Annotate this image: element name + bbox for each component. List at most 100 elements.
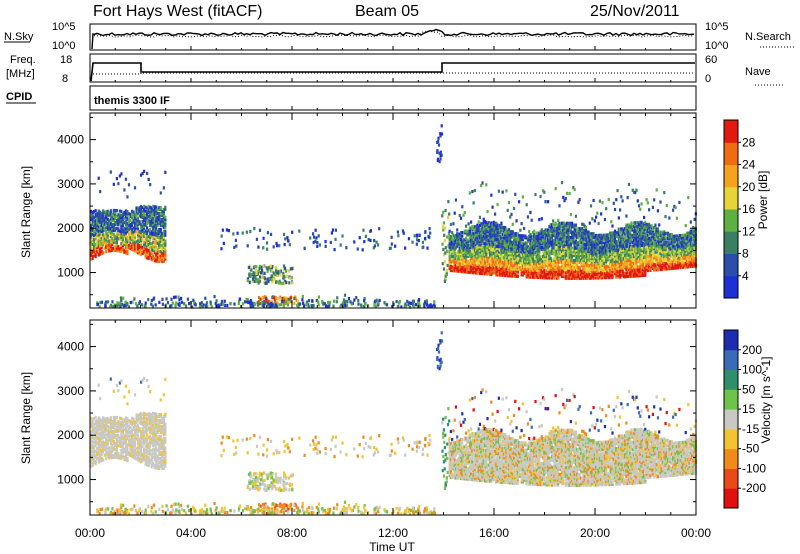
power-cell — [600, 251, 603, 255]
power-cell — [648, 242, 651, 246]
power-cell — [558, 260, 561, 264]
power-cell — [564, 227, 567, 231]
power-cell — [589, 276, 593, 280]
power-cell — [108, 231, 111, 235]
power-cell — [637, 224, 641, 228]
power-cell — [126, 195, 129, 199]
power-cell — [449, 247, 453, 251]
power-cell — [108, 213, 111, 217]
power-cell — [91, 242, 94, 246]
power-cell — [90, 253, 93, 257]
power-cell — [260, 301, 263, 305]
power-cell — [617, 238, 620, 242]
power-cell — [521, 237, 524, 242]
power-cell — [153, 241, 156, 245]
power-cell — [100, 251, 103, 256]
power-cell — [571, 235, 574, 240]
power-cell — [582, 234, 585, 238]
power-cell — [627, 248, 631, 252]
power-cell — [505, 265, 508, 269]
power-cell — [610, 243, 613, 248]
power-cell — [317, 303, 320, 307]
power-cell — [499, 236, 502, 240]
power-cell — [616, 259, 619, 263]
power-cell — [499, 255, 502, 259]
power-cell — [149, 221, 152, 225]
power-cell — [622, 241, 625, 245]
power-cell — [608, 274, 612, 278]
power-cell — [545, 228, 548, 232]
power-cell — [534, 275, 537, 280]
power-cell — [126, 218, 129, 222]
nsky-tick-bottom: 10^0 — [52, 40, 76, 52]
power-cell — [562, 225, 565, 229]
power-cell — [539, 194, 542, 199]
power-cell — [563, 199, 566, 203]
power-cell — [589, 246, 593, 250]
power-cell — [442, 221, 445, 225]
power-cell — [545, 256, 548, 260]
power-cell — [426, 304, 430, 308]
power-cell — [463, 238, 466, 242]
power-cell — [587, 265, 590, 270]
power-cell — [90, 249, 93, 253]
power-cell — [605, 249, 608, 253]
power-cell — [487, 229, 490, 234]
power-cell — [467, 261, 470, 265]
power-cell — [658, 243, 661, 247]
power-cell — [586, 242, 589, 247]
power-cell — [488, 231, 492, 236]
power-cell — [476, 246, 479, 250]
power-cell — [452, 249, 455, 253]
power-cell — [588, 242, 591, 247]
power-cell — [462, 257, 465, 261]
power-cell — [471, 239, 474, 243]
power-cell — [466, 238, 469, 242]
power-cell — [255, 279, 259, 283]
power-cell — [209, 300, 212, 304]
power-cell — [486, 238, 489, 242]
power-cell — [494, 212, 497, 216]
power-cell — [124, 219, 128, 223]
power-cell — [533, 247, 536, 251]
power-cell — [569, 260, 572, 264]
power-cell — [115, 246, 118, 251]
power-cell — [105, 236, 108, 240]
power-cell — [591, 272, 594, 277]
power-cell — [631, 249, 634, 253]
power-cell — [548, 276, 551, 280]
power-cell — [545, 253, 548, 257]
power-cell — [471, 224, 474, 229]
power-cell — [625, 225, 628, 229]
power-cell — [453, 244, 456, 248]
power-cell — [159, 191, 162, 195]
power-cell — [547, 247, 550, 252]
power-cell — [191, 305, 194, 309]
power-cell — [186, 297, 190, 301]
power-cell — [451, 258, 454, 262]
power-cell — [215, 299, 218, 303]
power-cell — [617, 239, 620, 244]
power-cell — [112, 214, 115, 219]
power-cell — [630, 253, 633, 257]
station-title: Fort Hays West (fitACF) — [93, 3, 263, 20]
power-cell — [656, 261, 660, 265]
power-cell — [651, 254, 655, 258]
power-cell — [568, 266, 571, 270]
power-cell — [544, 228, 547, 232]
power-cell — [136, 247, 140, 251]
power-cell — [540, 260, 543, 264]
power-cell — [603, 265, 607, 269]
power-cell — [557, 230, 560, 234]
power-cell — [524, 234, 527, 238]
power-cell — [481, 231, 484, 235]
power-cell — [517, 248, 521, 252]
power-cell — [565, 248, 569, 252]
power-cell — [477, 225, 480, 229]
power-cell — [473, 257, 476, 261]
power-cell — [596, 246, 599, 250]
power-cell — [555, 258, 559, 263]
power-cell — [162, 215, 165, 220]
power-cell — [529, 245, 532, 249]
power-cell — [637, 272, 641, 276]
